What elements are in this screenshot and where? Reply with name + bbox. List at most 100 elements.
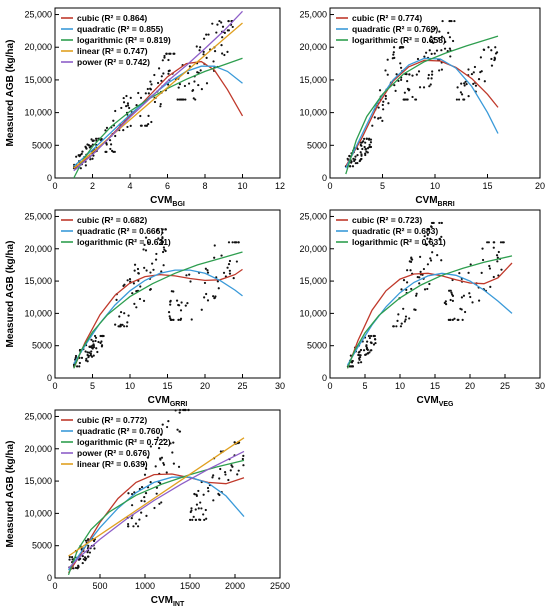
data-point: [86, 351, 89, 354]
legend: cubic (R² = 0.682)quadratic (R² = 0.666)…: [61, 215, 171, 247]
data-point: [403, 91, 406, 94]
data-point: [205, 517, 208, 520]
data-point: [188, 273, 191, 276]
data-point: [348, 365, 351, 368]
data-point: [363, 145, 366, 149]
y-tick-label: 0: [47, 573, 52, 583]
data-point: [162, 264, 165, 267]
data-point: [129, 124, 132, 128]
data-point: [109, 143, 113, 146]
data-point: [354, 162, 357, 165]
data-point: [487, 46, 490, 49]
data-point: [178, 430, 181, 433]
data-point: [211, 22, 214, 25]
data-point: [205, 82, 209, 85]
data-point: [364, 153, 367, 157]
data-point: [450, 19, 453, 23]
x-tick-label: 4: [127, 181, 132, 191]
data-point: [468, 292, 471, 295]
data-point: [205, 292, 208, 296]
x-tick-label: 10: [430, 181, 440, 191]
data-point: [357, 351, 360, 354]
fit-curve-linear: [68, 437, 245, 557]
data-point: [217, 492, 220, 495]
data-point: [86, 353, 89, 357]
data-point: [359, 354, 362, 357]
data-point: [228, 272, 232, 275]
data-point: [379, 116, 382, 119]
data-point: [147, 122, 150, 126]
data-point: [126, 522, 130, 526]
data-point: [430, 73, 434, 76]
data-point: [137, 272, 140, 275]
data-point: [179, 318, 182, 321]
x-tick-label: 0: [52, 381, 57, 391]
data-point: [429, 83, 432, 86]
data-point: [96, 350, 99, 354]
data-point: [134, 522, 138, 525]
data-point: [163, 56, 166, 59]
data-point: [359, 143, 362, 147]
data-point: [219, 467, 222, 471]
data-point: [227, 241, 231, 244]
data-point: [127, 314, 130, 317]
data-point: [440, 49, 443, 52]
data-point: [242, 464, 245, 467]
data-point: [150, 83, 153, 86]
fit-curve-quadratic: [67, 476, 245, 571]
data-point: [480, 70, 483, 73]
data-point: [227, 29, 230, 32]
y-tick-label: 20,000: [299, 244, 327, 254]
data-point: [432, 244, 435, 247]
data-point: [195, 503, 199, 506]
data-point: [402, 307, 405, 310]
data-point: [202, 493, 205, 496]
data-point: [416, 57, 420, 61]
data-point: [460, 93, 464, 96]
data-point: [205, 33, 208, 36]
data-point: [368, 137, 371, 140]
data-point: [430, 77, 433, 80]
data-point: [74, 566, 78, 569]
data-point: [122, 101, 126, 104]
data-point: [400, 288, 403, 291]
y-tick-label: 5000: [32, 541, 52, 551]
data-point: [155, 492, 158, 495]
data-point: [397, 79, 400, 83]
data-point: [139, 96, 143, 99]
data-point: [122, 96, 125, 100]
data-point: [378, 89, 382, 92]
data-point: [429, 259, 433, 262]
data-point: [170, 290, 173, 293]
fit-curve-cubic: [73, 60, 244, 169]
data-point: [377, 106, 380, 109]
data-point: [428, 49, 431, 52]
data-point: [435, 49, 439, 52]
data-point: [89, 354, 92, 357]
data-point: [411, 95, 414, 99]
data-point: [159, 482, 162, 485]
data-point: [85, 147, 88, 150]
data-point: [169, 303, 172, 306]
y-tick-label: 0: [322, 373, 327, 383]
data-point: [127, 492, 130, 495]
data-point: [223, 53, 226, 57]
x-tick-label: 8: [202, 181, 207, 191]
data-point: [496, 256, 499, 259]
data-point: [202, 50, 205, 54]
data-point: [399, 62, 402, 65]
data-point: [397, 313, 400, 316]
data-point: [81, 150, 84, 153]
data-point: [176, 98, 179, 101]
legend-label-cubic: cubic (R² = 0.864): [77, 13, 147, 23]
data-point: [459, 307, 462, 310]
data-point: [430, 30, 433, 33]
data-point: [463, 82, 466, 85]
x-tick-label: 30: [535, 381, 545, 391]
data-point: [92, 354, 95, 357]
data-point: [394, 89, 397, 92]
data-point: [494, 46, 497, 49]
scatter-points: [68, 408, 245, 570]
x-tick-label: 0: [327, 181, 332, 191]
